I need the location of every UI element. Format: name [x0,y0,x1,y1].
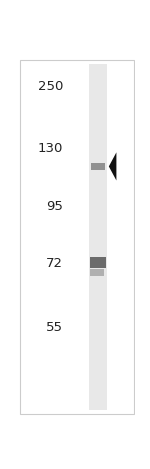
Text: 72: 72 [46,257,63,271]
Bar [88,63,107,410]
Text: 130: 130 [38,142,63,155]
Polygon shape [109,152,116,181]
Bar [90,269,104,276]
Text: 250: 250 [38,81,63,93]
Bar [91,163,105,170]
Text: 55: 55 [46,321,63,333]
Bar [90,257,106,268]
Text: 95: 95 [46,200,63,212]
